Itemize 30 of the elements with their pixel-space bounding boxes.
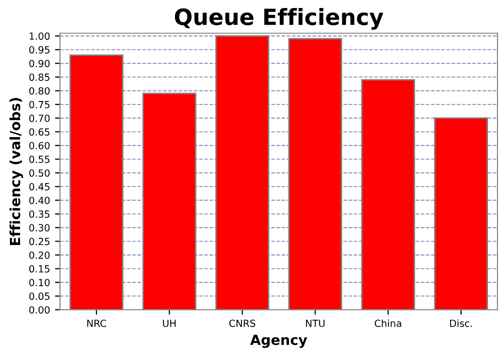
y-tick-label: 0.30	[29, 224, 50, 232]
y-tick-label: 0.40	[29, 196, 50, 204]
x-tick-label: UH	[163, 320, 176, 327]
y-tick-label: 0.80	[29, 87, 50, 95]
y-tick-label: 0.95	[29, 46, 50, 54]
y-tick-label: 0.55	[29, 156, 50, 164]
y-tick-label: 0.35	[29, 210, 50, 218]
x-axis-title: Agency	[250, 334, 308, 348]
y-tick-label: 1.00	[30, 32, 50, 40]
chart-title: Queue Efficiency	[174, 8, 384, 30]
y-tick-label: 0.70	[29, 114, 50, 122]
x-tick-label: Disc.	[450, 319, 472, 327]
x-tick-label: China	[374, 319, 402, 327]
y-tick-label: 0.75	[29, 100, 50, 108]
y-tick-label: 0.10	[29, 278, 50, 286]
y-tick-label: 0.65	[29, 128, 50, 136]
y-tick-label: 0.50	[29, 169, 50, 177]
y-tick-label: 0.90	[29, 60, 50, 68]
x-tick-label: CNRS	[229, 320, 256, 327]
y-tick-label: 0.60	[29, 142, 50, 150]
y-tick-label: 0.05	[29, 292, 50, 300]
x-tick-label: NTU	[306, 320, 325, 327]
y-axis-title: Efficiency (val/obs)	[10, 98, 24, 245]
y-tick-label: 0.45	[29, 183, 50, 190]
y-tick-label: 0.25	[29, 238, 50, 246]
y-tick-label: 0.20	[29, 251, 50, 259]
y-tick-label: 0.00	[29, 306, 50, 314]
x-tick-label: NRC	[87, 320, 106, 327]
y-tick-label: 0.15	[29, 265, 50, 273]
y-tick-label: 0.85	[29, 74, 50, 81]
